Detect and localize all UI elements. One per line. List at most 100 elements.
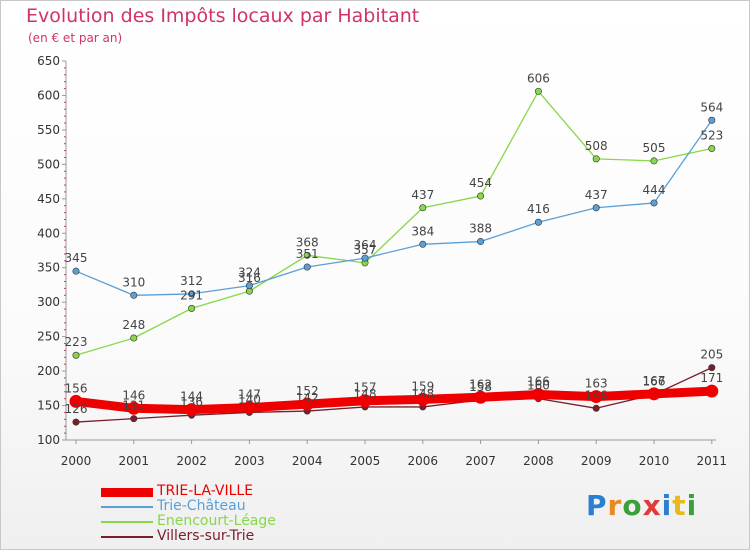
series-point-3 <box>72 418 80 426</box>
series-point-2 <box>419 204 427 212</box>
data-label-1: 388 <box>469 222 492 236</box>
data-label-3: 158 <box>469 380 492 394</box>
x-tick-label: 2009 <box>581 454 612 468</box>
series-point-1 <box>72 267 80 275</box>
y-tick-label: 250 <box>37 330 60 344</box>
data-label-1: 564 <box>700 100 723 114</box>
data-labels: 126 131 136 140 142 148 148 158 160 146 166 205 223 2… <box>65 71 724 416</box>
x-tick-label: 2003 <box>234 454 265 468</box>
legend-swatch <box>101 521 153 523</box>
chart-subtitle: (en € et par an) <box>28 31 123 45</box>
legend-label: Enencourt-Léage <box>157 513 276 529</box>
y-tick-label: 600 <box>37 88 60 102</box>
data-label-3: 205 <box>700 348 723 362</box>
series-point-1 <box>419 240 427 248</box>
series-line-0 <box>71 386 717 415</box>
data-label-1: 437 <box>585 188 608 202</box>
series-point-0 <box>69 394 83 408</box>
data-label-1: 351 <box>296 247 319 261</box>
x-tick-label: 2010 <box>639 454 670 468</box>
data-label-3: 136 <box>180 395 203 409</box>
series-point-0 <box>531 388 545 402</box>
data-label-0: 144 <box>180 390 203 404</box>
series-point-0 <box>185 403 199 417</box>
data-label-0: 171 <box>700 371 723 385</box>
series-point-2 <box>303 251 311 259</box>
data-label-2: 505 <box>643 141 666 155</box>
data-label-0: 167 <box>643 374 666 388</box>
series-line-1 <box>75 119 713 296</box>
logo-letter: t <box>672 489 687 522</box>
data-label-2: 437 <box>411 188 434 202</box>
y-tick-label: 200 <box>37 364 60 378</box>
x-tick-label: 2008 <box>523 454 554 468</box>
data-label-0: 146 <box>122 388 145 402</box>
proxiti-logo: Proxiti <box>586 489 697 522</box>
data-label-0: 147 <box>238 388 261 402</box>
series-point-3 <box>708 364 716 372</box>
y-tick-label: 400 <box>37 226 60 240</box>
series-point-0 <box>127 401 141 415</box>
data-label-3: 126 <box>65 402 88 416</box>
logo-letter: r <box>607 489 623 522</box>
data-label-3: 142 <box>296 391 319 405</box>
data-label-0: 166 <box>527 375 550 389</box>
data-label-0: 162 <box>469 377 492 391</box>
series-point-0 <box>300 397 314 411</box>
series-point-0 <box>416 392 430 406</box>
data-label-1: 310 <box>122 275 145 289</box>
x-tick-label: 2011 <box>697 454 728 468</box>
series-point-2 <box>592 155 600 163</box>
x-tick-label: 2006 <box>408 454 439 468</box>
y-tick-label: 100 <box>37 433 60 447</box>
series-point-2 <box>708 145 716 153</box>
legend-label: TRIE-LA-VILLE <box>157 483 254 499</box>
series-point-2 <box>650 157 658 165</box>
data-label-3: 131 <box>122 399 145 413</box>
logo-letter: x <box>642 489 662 522</box>
logo-letter: i <box>661 489 673 522</box>
data-label-1: 345 <box>65 251 88 265</box>
data-label-0: 152 <box>296 384 319 398</box>
x-tick-label: 2002 <box>176 454 207 468</box>
legend-label: Trie-Château <box>157 498 246 514</box>
data-label-2: 316 <box>238 271 261 285</box>
series-point-1 <box>361 254 369 262</box>
chart-title: Evolution des Impôts locaux par Habitant <box>26 5 420 27</box>
legend-label: Villers-sur-Trie <box>157 528 255 544</box>
series-point-1 <box>534 218 542 226</box>
data-label-1: 444 <box>643 183 666 197</box>
series-point-2 <box>534 87 542 95</box>
data-label-1: 384 <box>411 224 434 238</box>
data-label-2: 368 <box>296 235 319 249</box>
axes: 100 150 200 250 300 350 400 450 500 550 600 650 2000… <box>37 54 727 468</box>
x-tick-label: 2005 <box>350 454 381 468</box>
data-label-3: 166 <box>643 375 666 389</box>
series-point-2 <box>72 351 80 359</box>
series-point-1 <box>592 204 600 212</box>
x-tick-label: 2004 <box>292 454 323 468</box>
legend-swatch <box>101 487 153 497</box>
series-line-3 <box>75 366 713 423</box>
series-point-1 <box>708 116 716 124</box>
y-tick-label: 650 <box>37 54 60 68</box>
series-point-1 <box>188 290 196 298</box>
data-label-2: 606 <box>527 71 550 85</box>
logo-letter: o <box>622 489 643 522</box>
data-label-2: 291 <box>180 288 203 302</box>
data-label-3: 148 <box>411 387 434 401</box>
data-label-1: 312 <box>180 274 203 288</box>
series-point-0 <box>474 390 488 404</box>
data-label-3: 160 <box>527 379 550 393</box>
legend-swatch <box>101 506 153 508</box>
series-point-0 <box>358 394 372 408</box>
y-tick-label: 550 <box>37 123 60 137</box>
y-tick-label: 450 <box>37 192 60 206</box>
data-label-2: 523 <box>700 129 723 143</box>
data-label-1: 364 <box>354 238 377 252</box>
x-tick-label: 2000 <box>61 454 92 468</box>
data-label-0: 156 <box>65 381 88 395</box>
series-line-2 <box>75 90 713 356</box>
series-point-2 <box>477 192 485 200</box>
